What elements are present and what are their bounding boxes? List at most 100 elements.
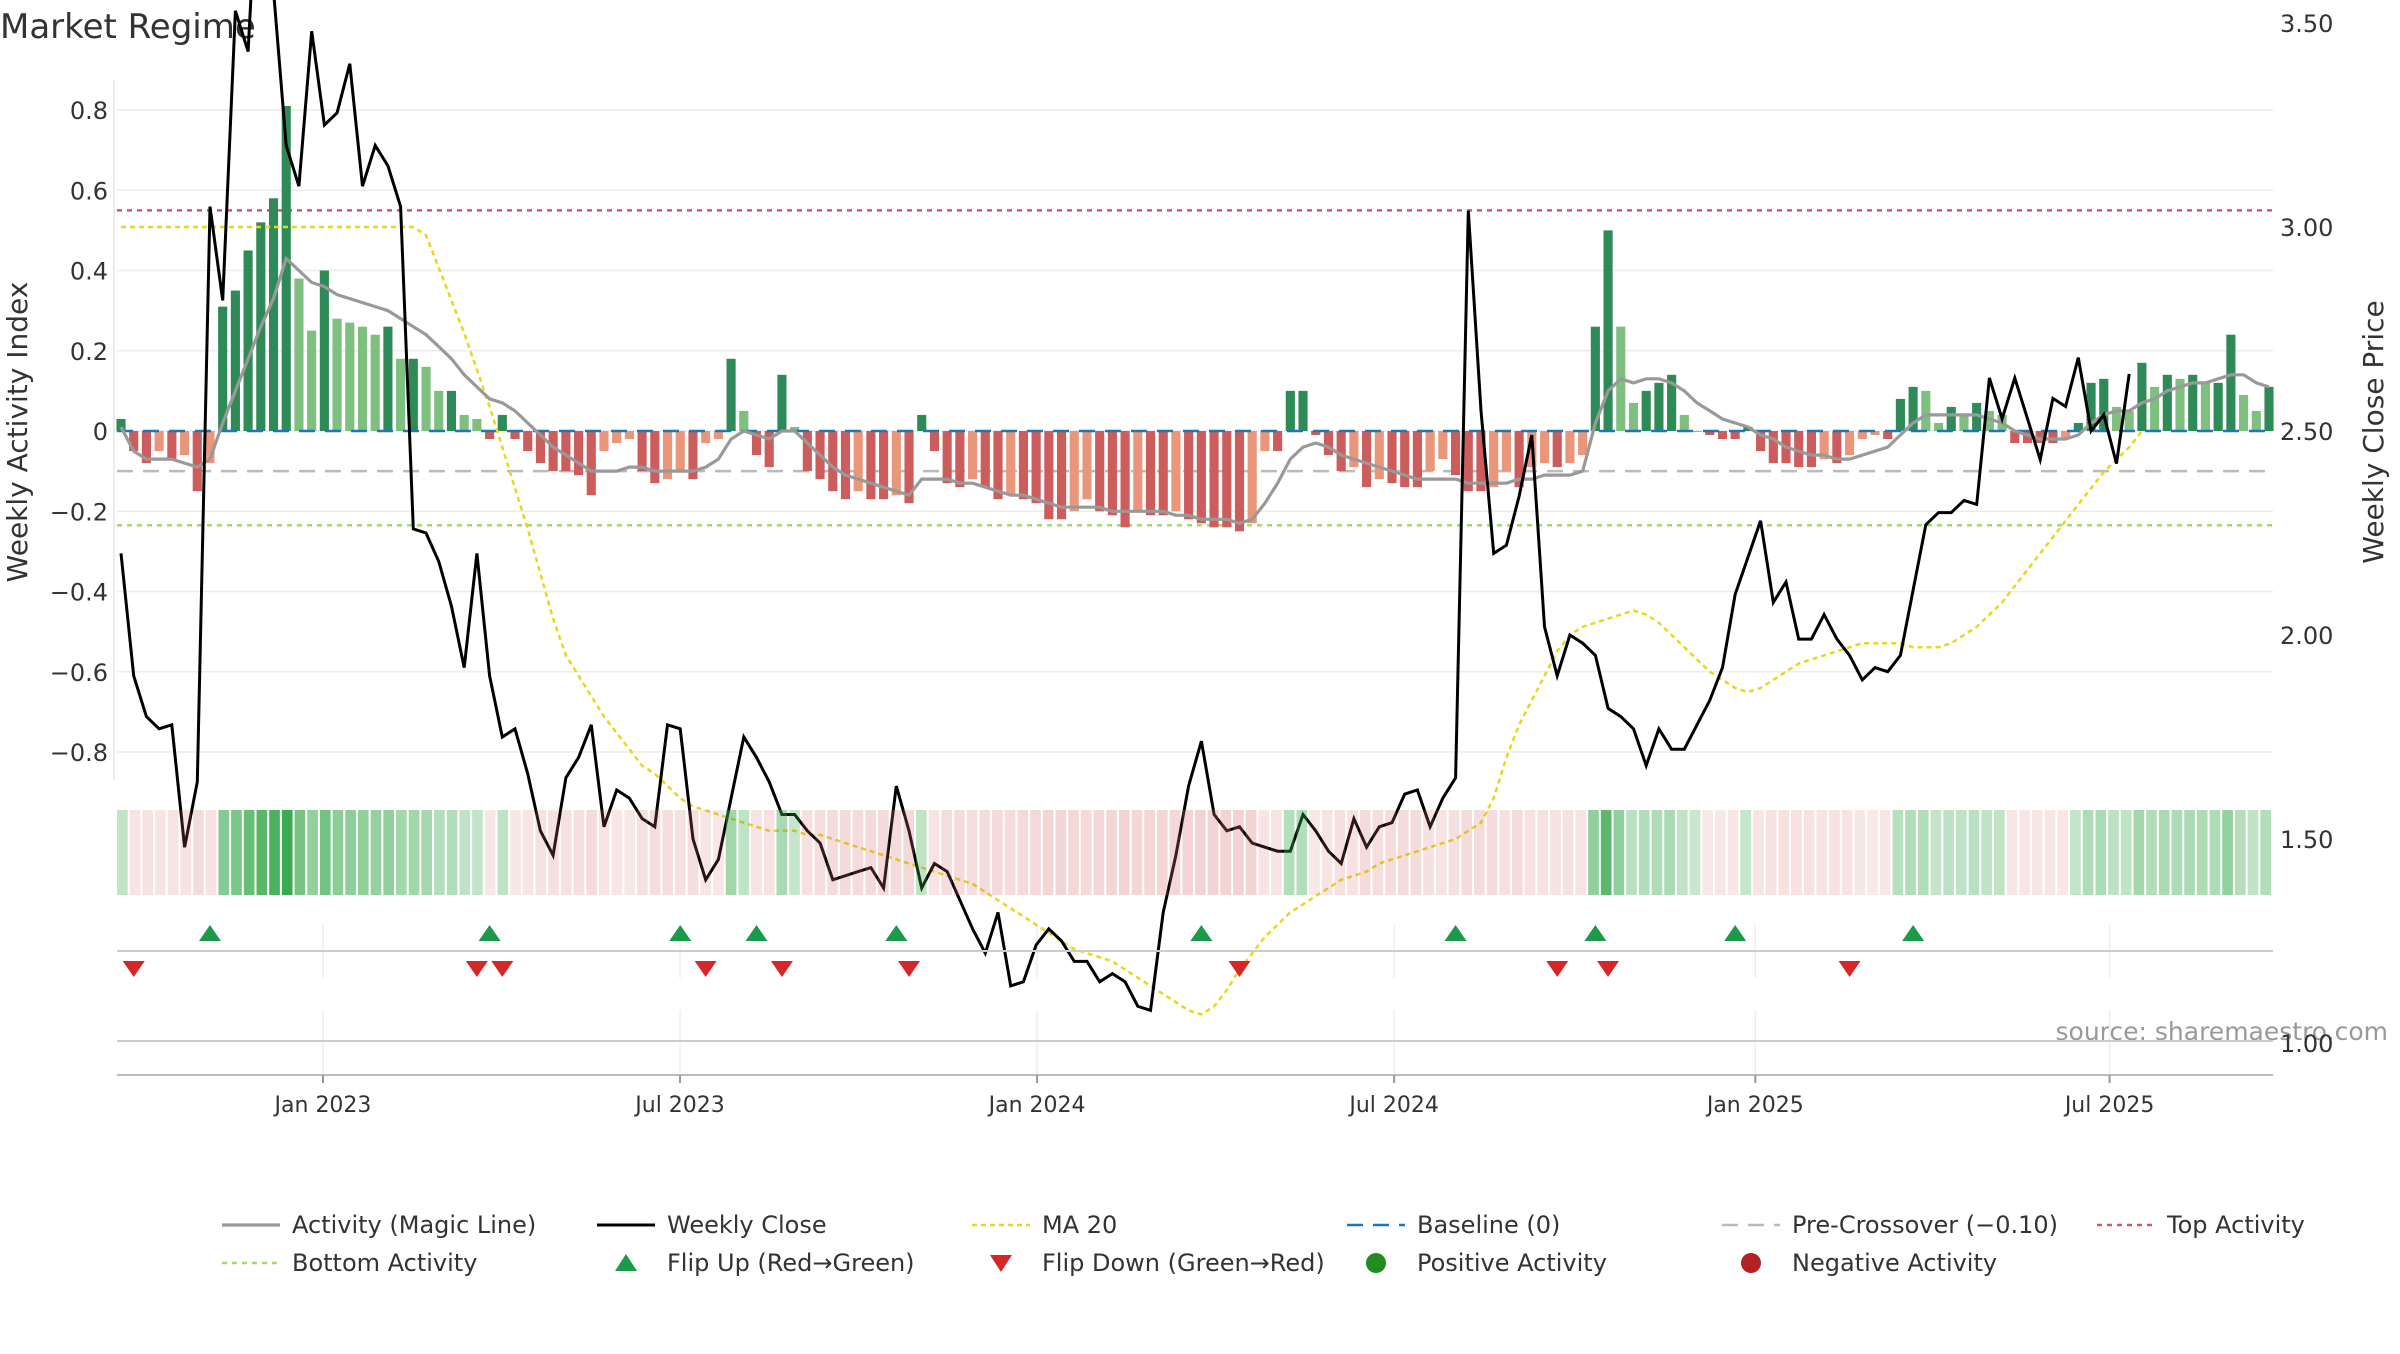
activity-bar — [205, 431, 215, 464]
heat-cell — [1144, 810, 1155, 895]
heat-cell — [2146, 810, 2157, 895]
heat-cell — [1854, 810, 1866, 895]
activity-bar — [1692, 431, 1702, 432]
heat-cell — [1118, 810, 1130, 895]
right-tick-label: 2.50 — [2280, 418, 2333, 446]
activity-bar — [1412, 431, 1422, 488]
heat-cell — [1195, 810, 1206, 895]
activity-bar — [1476, 431, 1486, 492]
activity-bar — [1120, 431, 1130, 528]
activity-bar — [510, 431, 520, 440]
activity-bar — [1349, 431, 1359, 468]
activity-bar — [1578, 431, 1588, 456]
activity-bar — [1107, 431, 1117, 516]
heat-cell — [167, 810, 179, 895]
activity-bar — [993, 431, 1003, 500]
heat-cell — [281, 810, 293, 895]
flip-down-marker — [1546, 961, 1569, 977]
activity-heat-strip — [117, 810, 2271, 895]
flip-up-marker — [478, 925, 501, 941]
activity-bar — [1374, 431, 1384, 480]
heat-cell — [1689, 810, 1701, 895]
activity-bars — [116, 105, 2274, 532]
legend-label: Weekly Close — [667, 1211, 827, 1239]
activity-bar — [332, 318, 342, 431]
heat-cell — [1905, 810, 1916, 895]
heat-cell — [560, 810, 572, 895]
activity-bar — [1247, 431, 1257, 524]
activity-bar — [1260, 431, 1270, 452]
activity-bar — [1552, 431, 1562, 468]
activity-bar — [345, 322, 355, 431]
activity-bar — [167, 431, 177, 460]
legend-label: Negative Activity — [1792, 1249, 1997, 1277]
activity-bar — [637, 431, 647, 472]
heat-cell — [789, 810, 800, 895]
activity-bar — [2099, 378, 2109, 431]
heat-cell — [662, 810, 674, 895]
left-tick-label: 0.2 — [70, 338, 108, 366]
x-tick-label: Jul 2025 — [2063, 1093, 2155, 1118]
activity-bar — [1845, 431, 1855, 456]
right-tick-label: 3.00 — [2280, 214, 2333, 242]
legend-label: Bottom Activity — [292, 1249, 477, 1277]
activity-bar — [230, 290, 240, 431]
heat-cell — [611, 810, 623, 895]
heat-cell — [903, 810, 914, 895]
heat-cell — [979, 810, 991, 895]
activity-bar — [2137, 362, 2147, 431]
left-axis-label: Weekly Activity Index — [1, 282, 34, 583]
heat-cell — [1638, 810, 1650, 895]
activity-bar — [1006, 431, 1016, 496]
weekly-close-line — [119, 0, 2131, 1013]
left-tick-label: −0.8 — [50, 739, 108, 767]
heat-cell — [1156, 810, 1168, 895]
heat-cell — [687, 810, 699, 895]
heat-cell — [1702, 810, 1713, 895]
heat-cell — [1600, 810, 1612, 895]
heat-cell — [1981, 810, 1992, 895]
heat-cell — [1042, 810, 1054, 895]
heat-cell — [1575, 810, 1587, 895]
legend-label: Baseline (0) — [1417, 1211, 1560, 1239]
activity-bar — [1590, 326, 1600, 431]
heat-cell — [1004, 810, 1016, 895]
activity-bar — [955, 431, 965, 488]
activity-bar — [1933, 422, 1944, 431]
heat-cell — [1258, 810, 1270, 895]
activity-bar — [751, 431, 762, 456]
heat-cell — [2247, 810, 2259, 895]
x-axis: Jan 2023 Jul 2023 Jan 2024 Jul 2024 Jan 2025… — [117, 1040, 2273, 1118]
heat-cell — [294, 810, 306, 895]
activity-bar — [2162, 374, 2172, 431]
flip-down-marker — [1228, 961, 1251, 977]
activity-bar — [713, 431, 723, 440]
heat-cell — [446, 810, 458, 895]
heat-cell — [421, 810, 433, 895]
heat-cell — [307, 810, 318, 895]
flip-up-marker — [745, 925, 768, 941]
heat-cell — [1499, 810, 1511, 895]
activity-bar — [2048, 431, 2058, 444]
heat-cell — [1474, 810, 1485, 895]
flip-up-marker — [885, 925, 908, 941]
heat-cell — [1182, 810, 1193, 895]
heat-cell — [954, 810, 965, 895]
heat-cell — [763, 810, 775, 895]
activity-bar — [2175, 378, 2185, 431]
activity-bar — [2213, 382, 2223, 431]
heat-cell — [1233, 810, 1244, 895]
heat-cell — [713, 810, 724, 895]
activity-bar — [739, 410, 749, 431]
activity-bar — [1819, 431, 1829, 460]
activity-bar — [319, 270, 329, 431]
activity-bar — [942, 431, 952, 484]
activity-bar — [853, 431, 863, 492]
heat-cell — [2057, 810, 2069, 895]
heat-cell — [1626, 810, 1637, 895]
activity-bar — [1362, 431, 1372, 488]
heat-cell — [915, 810, 927, 895]
activity-bar — [497, 414, 507, 431]
left-tick-label: −0.6 — [50, 659, 108, 687]
